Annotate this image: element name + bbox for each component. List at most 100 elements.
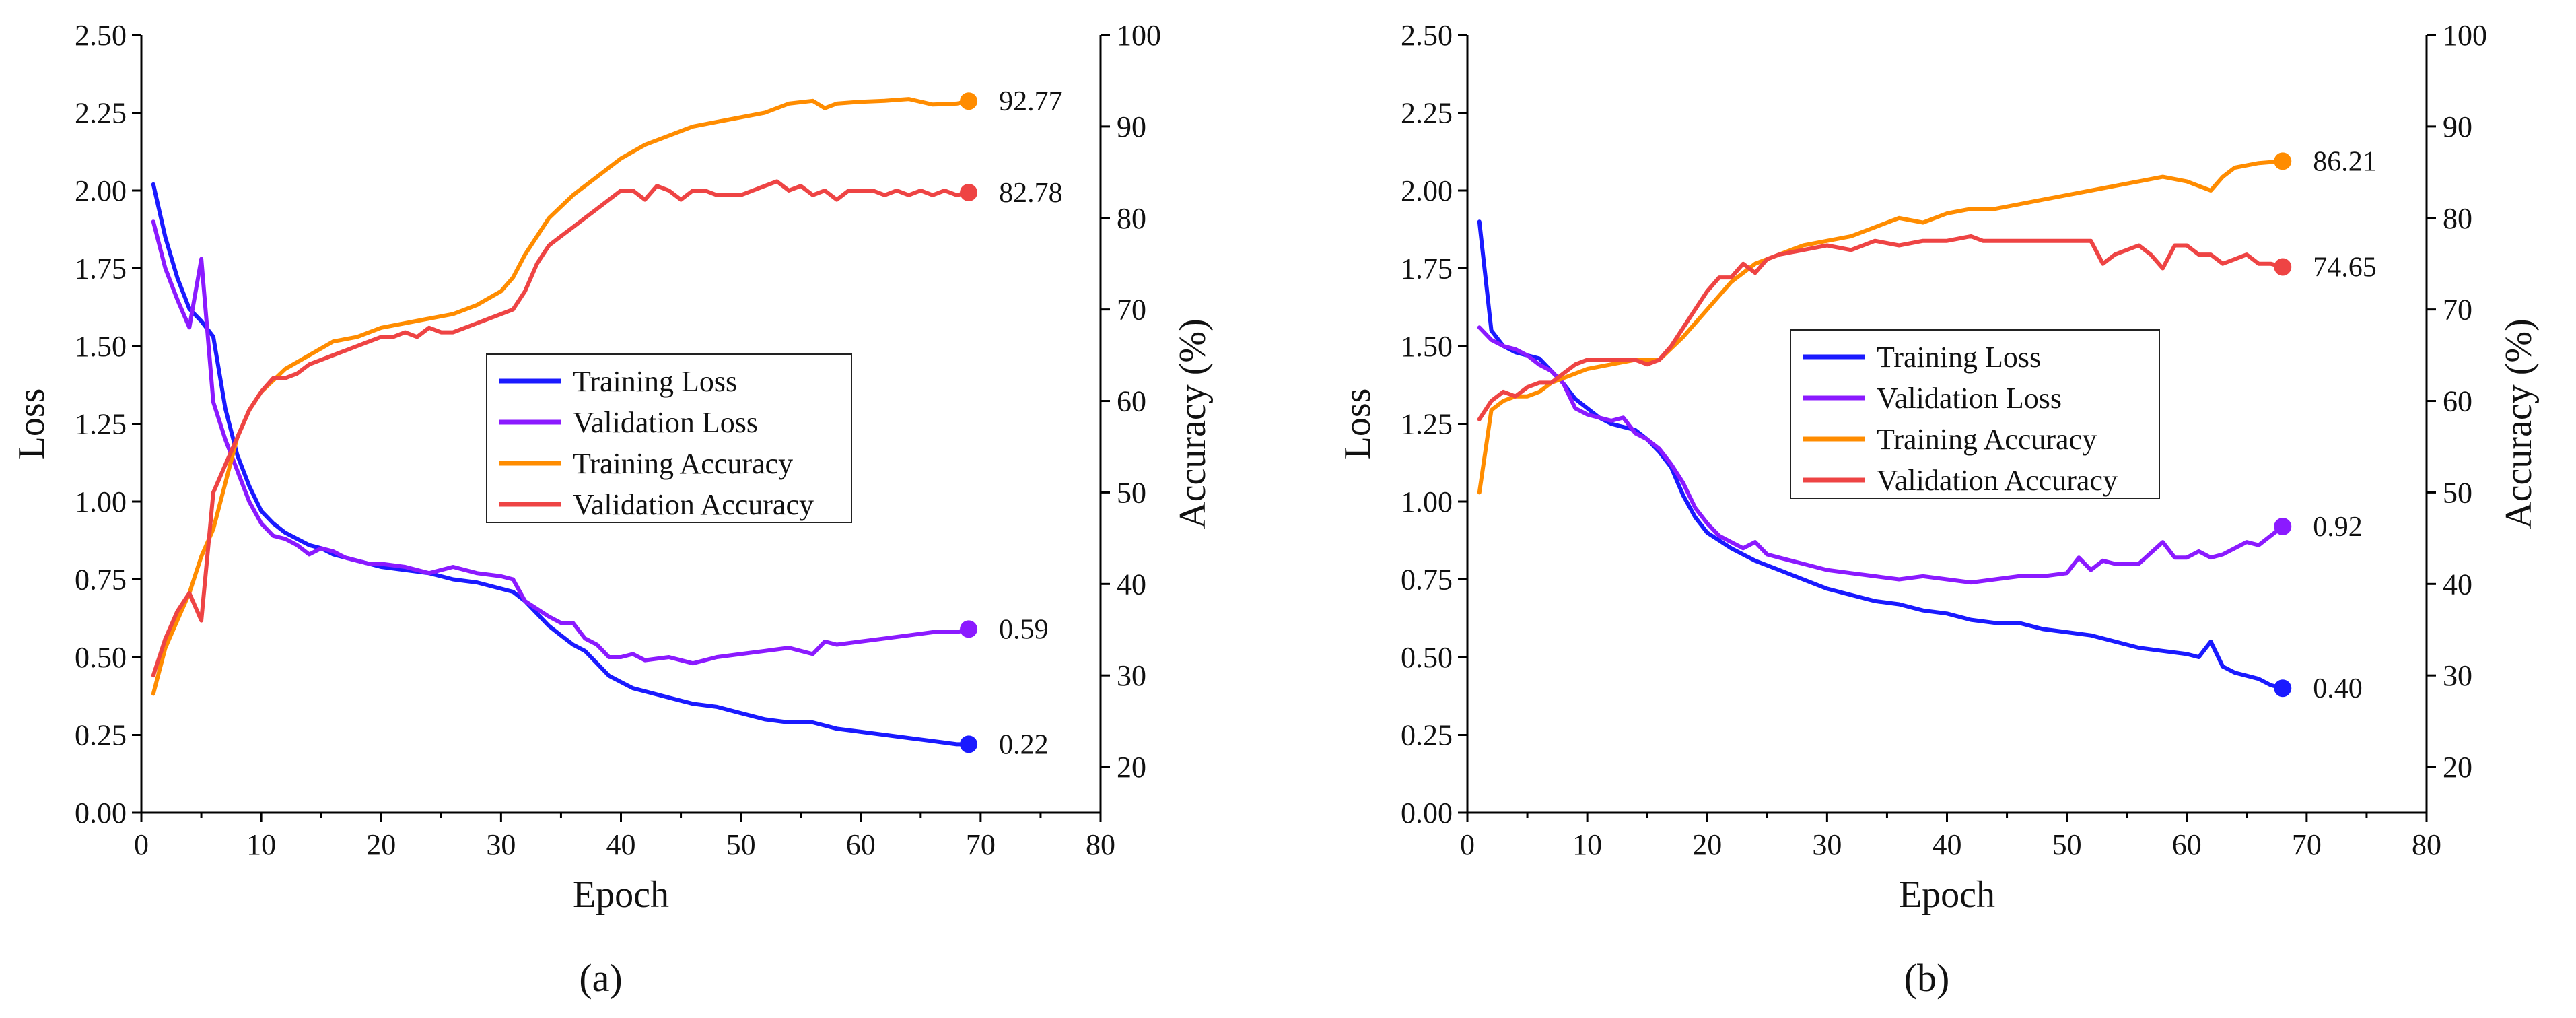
y-tick-label: 1.50	[75, 330, 127, 363]
y2-tick-label: 100	[2443, 19, 2487, 52]
end-marker-training-accuracy	[960, 92, 978, 110]
x-tick-label: 20	[1692, 828, 1722, 861]
x-tick-label: 70	[2292, 828, 2322, 861]
y2-axis-title: Accuracy (%)	[2498, 318, 2540, 529]
end-label-training-loss: 0.22	[999, 729, 1049, 760]
y2-tick-label: 20	[1117, 751, 1146, 784]
end-label-validation-loss: 0.92	[2313, 512, 2363, 543]
x-tick-label: 40	[1933, 828, 1962, 861]
y2-tick-label: 30	[2443, 659, 2472, 692]
y-tick-label: 0.00	[75, 796, 127, 829]
series-line-validation-accuracy	[151, 179, 971, 678]
y2-tick-label: 20	[2443, 751, 2472, 784]
x-tick-label: 10	[246, 828, 276, 861]
end-label-training-accuracy: 86.21	[2313, 146, 2377, 177]
legend: Training Loss Validation Loss Training Acc…	[1790, 329, 2160, 499]
legend-label-validation-accuracy: Validation Accuracy	[573, 488, 814, 521]
y-tick-label: 0.50	[75, 641, 127, 674]
y2-tick-label: 40	[2443, 568, 2472, 601]
legend-label-validation-loss: Validation Loss	[573, 406, 758, 439]
x-tick-label: 0	[1460, 828, 1475, 861]
x-tick-label: 80	[2412, 828, 2441, 861]
end-marker-training-accuracy	[2274, 152, 2292, 170]
x-tick-label: 60	[846, 828, 876, 861]
y2-tick-label: 40	[1117, 568, 1146, 601]
y-axis-title: Loss	[1337, 388, 1379, 460]
y-tick-label: 0.25	[1401, 719, 1453, 752]
end-marker-training-loss	[960, 735, 978, 753]
x-tick-label: 60	[2172, 828, 2202, 861]
series-line-training-loss	[151, 182, 971, 747]
y-tick-label: 0.00	[1401, 796, 1453, 829]
y2-tick-label: 70	[2443, 294, 2472, 327]
series-line-validation-loss	[1477, 325, 2285, 585]
end-marker-training-loss	[2274, 679, 2292, 698]
series-line-validation-accuracy	[1477, 234, 2285, 421]
y2-tick-label: 50	[1117, 476, 1146, 509]
end-label-training-loss: 0.40	[2313, 673, 2363, 704]
y-tick-label: 0.50	[1401, 641, 1453, 674]
y-tick-label: 1.50	[1401, 330, 1453, 363]
chart-panel-b: 0 10 20 30 40 50 60 70 80 0.00 0.25 0.50 0.75 1.00 1.2…	[1337, 19, 2540, 1000]
y2-tick-label: 50	[2443, 476, 2472, 509]
y-tick-label: 0.25	[75, 719, 127, 752]
panel-caption: (a)	[579, 956, 622, 1000]
y-tick-label: 1.75	[75, 252, 127, 285]
end-marker-validation-loss	[2274, 517, 2292, 535]
panel-caption: (b)	[1904, 956, 1950, 1000]
end-marker-validation-accuracy	[960, 183, 978, 201]
y2-tick-label: 90	[2443, 110, 2472, 143]
y-tick-label: 2.25	[75, 97, 127, 130]
legend-label-validation-accuracy: Validation Accuracy	[1877, 464, 2118, 497]
x-tick-label: 0	[134, 828, 149, 861]
y2-tick-label: 60	[1117, 385, 1146, 418]
legend-label-training-loss: Training Loss	[573, 365, 737, 398]
y-tick-label: 0.75	[1401, 564, 1453, 597]
end-label-validation-loss: 0.59	[999, 614, 1049, 645]
y2-tick-label: 80	[1117, 202, 1146, 235]
end-marker-validation-loss	[960, 620, 978, 638]
legend: Training Loss Validation Loss Training Acc…	[486, 353, 852, 523]
x-tick-label: 40	[606, 828, 636, 861]
x-tick-label: 10	[1572, 828, 1602, 861]
y-tick-label: 2.50	[75, 19, 127, 52]
y2-tick-label: 80	[2443, 202, 2472, 235]
y-tick-label: 1.25	[75, 408, 127, 441]
end-label-validation-accuracy: 82.78	[999, 178, 1063, 209]
y-axis-title: Loss	[11, 388, 53, 460]
x-tick-label: 50	[726, 828, 756, 861]
y-tick-label: 1.75	[1401, 252, 1453, 285]
legend-label-training-loss: Training Loss	[1877, 341, 2041, 374]
y-tick-label: 2.50	[1401, 19, 1453, 52]
y-tick-label: 0.75	[75, 564, 127, 597]
y-tick-label: 1.00	[75, 485, 127, 518]
legend-label-training-accuracy: Training Accuracy	[1877, 423, 2097, 456]
y2-tick-label: 70	[1117, 294, 1146, 327]
end-label-validation-accuracy: 74.65	[2313, 252, 2377, 283]
x-tick-label: 70	[966, 828, 996, 861]
end-label-training-accuracy: 92.77	[999, 86, 1063, 117]
y-tick-label: 1.00	[1401, 485, 1453, 518]
y-tick-label: 2.00	[75, 174, 127, 207]
x-tick-label: 80	[1086, 828, 1115, 861]
series-line-validation-loss	[151, 219, 971, 666]
y2-tick-label: 30	[1117, 659, 1146, 692]
y2-axis-title: Accuracy (%)	[1172, 318, 1214, 529]
chart-panel-a: 0 10 20 30 40 50 60 70 80 0.00 0.25 0.50 0.75 1.00 1.2…	[11, 19, 1214, 1000]
x-tick-label: 30	[486, 828, 516, 861]
legend-label-training-accuracy: Training Accuracy	[573, 447, 793, 480]
end-marker-validation-accuracy	[2274, 258, 2292, 276]
x-axis-title: Epoch	[1899, 874, 1995, 916]
y2-tick-label: 60	[2443, 385, 2472, 418]
y-tick-label: 2.00	[1401, 174, 1453, 207]
y2-tick-label: 90	[1117, 110, 1146, 143]
series-line-training-loss	[1477, 219, 2285, 691]
x-axis-title: Epoch	[573, 874, 669, 916]
x-tick-label: 50	[2052, 828, 2082, 861]
x-tick-label: 30	[1812, 828, 1842, 861]
legend-label-validation-loss: Validation Loss	[1877, 382, 2062, 415]
y-tick-label: 1.25	[1401, 408, 1453, 441]
y2-tick-label: 100	[1117, 19, 1161, 52]
x-tick-label: 20	[366, 828, 396, 861]
